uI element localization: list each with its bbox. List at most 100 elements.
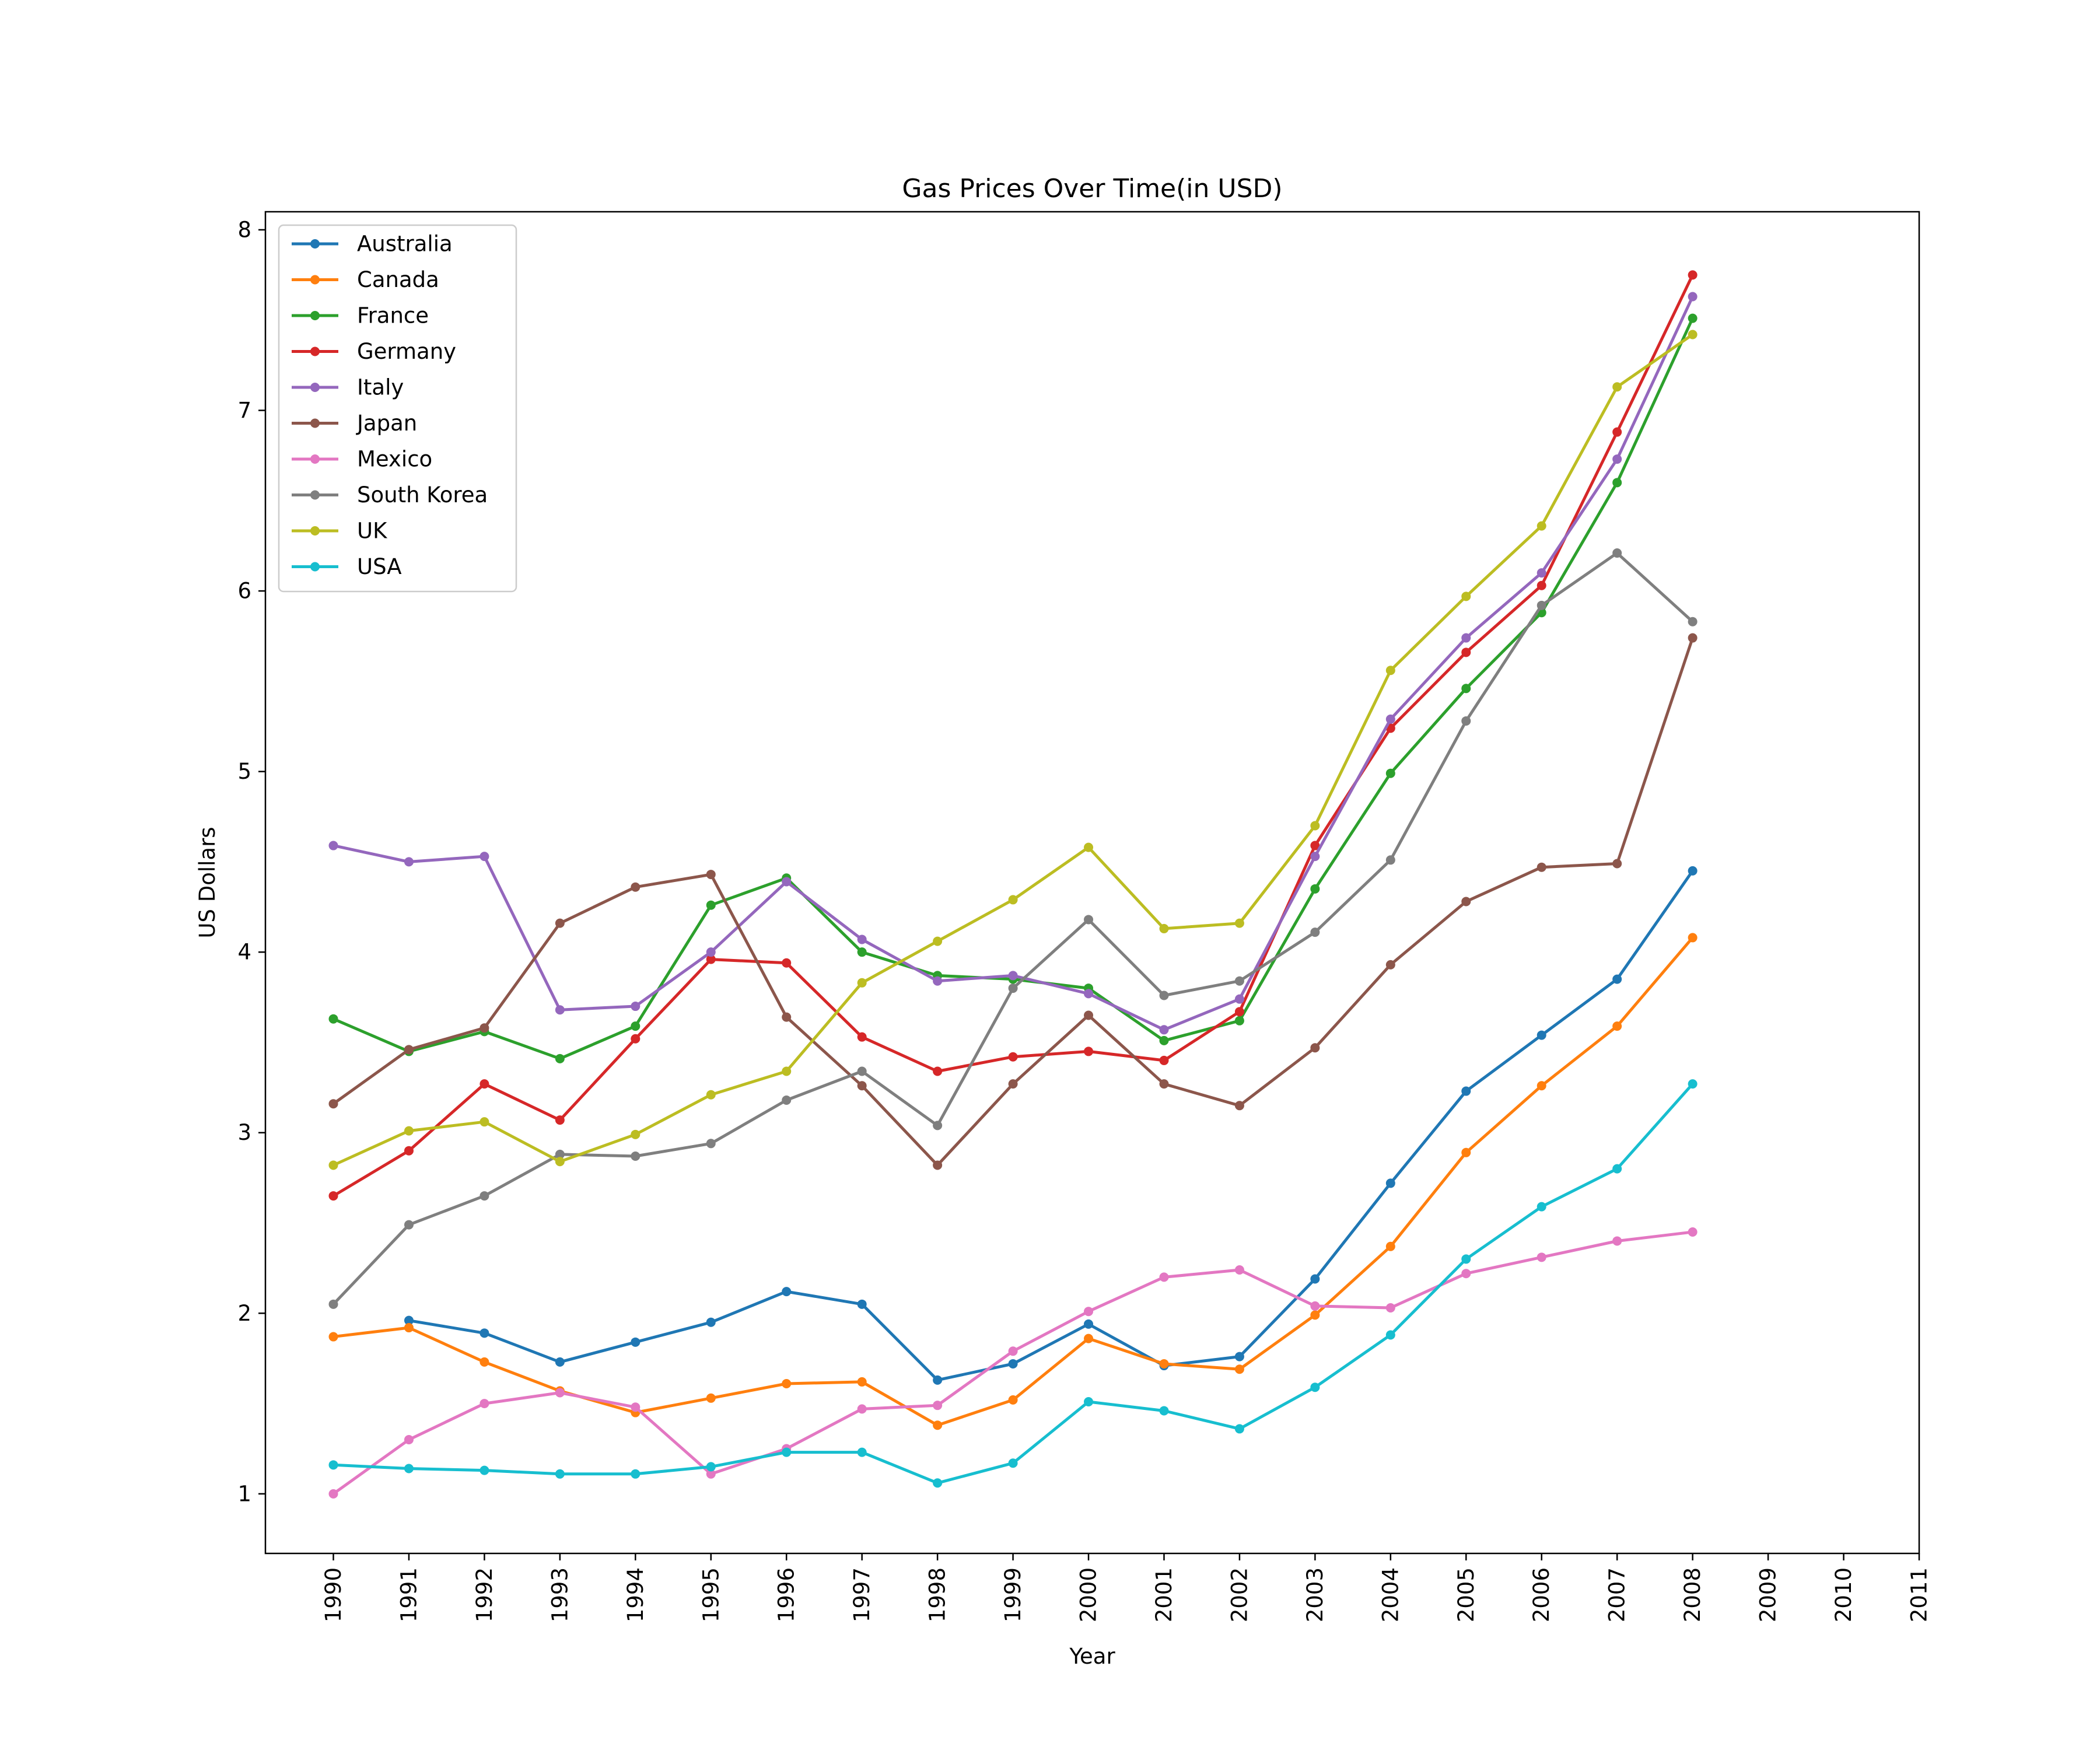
legend-label-germany: Germany (357, 339, 456, 364)
series-usa (328, 1079, 1698, 1488)
legend-marker-mexico (310, 454, 320, 464)
data-point-usa (1310, 1382, 1320, 1392)
data-point-usa (555, 1469, 565, 1479)
data-point-japan (1612, 859, 1622, 869)
data-point-australia (1008, 1359, 1018, 1368)
legend-marker-france (310, 311, 320, 320)
legend-marker-japan (310, 418, 320, 428)
x-tick-label: 1994 (623, 1567, 648, 1622)
data-point-uk (1688, 330, 1698, 340)
x-tick-label: 2003 (1303, 1567, 1328, 1622)
x-tick-label: 1995 (698, 1567, 723, 1622)
data-point-japan (1461, 897, 1471, 907)
data-point-usa (857, 1447, 867, 1457)
data-point-mexico (1084, 1307, 1094, 1317)
data-point-france (631, 1021, 640, 1031)
data-point-south-korea (706, 1139, 716, 1149)
data-point-germany (404, 1146, 414, 1156)
data-point-canada (1461, 1147, 1471, 1157)
data-point-usa (1084, 1396, 1094, 1406)
data-point-uk (480, 1117, 489, 1127)
data-point-australia (631, 1337, 640, 1347)
data-point-canada (1310, 1310, 1320, 1320)
data-point-japan (404, 1045, 414, 1055)
data-point-australia (1310, 1274, 1320, 1284)
data-point-canada (1536, 1081, 1546, 1091)
data-point-japan (1688, 633, 1698, 643)
data-point-japan (631, 882, 640, 892)
data-point-italy (1310, 852, 1320, 862)
legend-marker-italy (310, 383, 320, 392)
data-point-italy (328, 841, 338, 850)
data-point-usa (1008, 1458, 1018, 1468)
x-tick-label: 1998 (925, 1567, 950, 1622)
data-point-italy (706, 947, 716, 957)
data-point-usa (1461, 1254, 1471, 1264)
legend-label-italy: Italy (357, 375, 404, 400)
x-tick-label: 1991 (396, 1567, 421, 1622)
data-point-japan (1159, 1079, 1169, 1089)
data-point-mexico (404, 1434, 414, 1444)
data-point-australia (706, 1317, 716, 1327)
data-point-canada (1688, 933, 1698, 943)
data-point-australia (480, 1328, 489, 1338)
data-point-germany (1234, 1007, 1244, 1017)
x-tick-label: 2010 (1831, 1567, 1856, 1622)
x-tick-label: 2004 (1378, 1567, 1403, 1622)
x-tick-label: 1992 (472, 1567, 497, 1622)
data-point-japan (328, 1099, 338, 1109)
data-point-uk (782, 1066, 792, 1076)
legend-label-uk: UK (357, 519, 388, 544)
data-point-uk (1008, 895, 1018, 905)
data-point-australia (933, 1375, 943, 1385)
legend-entry-uk: UK (292, 519, 388, 544)
data-point-italy (1159, 1025, 1169, 1035)
data-point-italy (857, 935, 867, 944)
data-point-australia (857, 1299, 867, 1309)
data-point-uk (1385, 666, 1395, 676)
legend-marker-uk (310, 526, 320, 536)
data-point-france (1159, 1035, 1169, 1045)
data-point-usa (933, 1478, 943, 1488)
series-japan (328, 633, 1698, 1170)
data-point-italy (1612, 454, 1622, 464)
data-point-germany (1461, 648, 1471, 657)
data-point-uk (328, 1160, 338, 1170)
data-point-uk (1084, 842, 1094, 852)
data-point-south-korea (1461, 716, 1471, 726)
legend-marker-australia (310, 239, 320, 249)
x-tick-label: 1997 (849, 1567, 874, 1622)
data-point-canada (480, 1357, 489, 1367)
data-point-france (1688, 313, 1698, 323)
data-point-canada (706, 1393, 716, 1403)
data-point-italy (1536, 568, 1546, 578)
data-point-south-korea (1536, 600, 1546, 610)
data-point-south-korea (782, 1096, 792, 1105)
data-point-canada (933, 1420, 943, 1430)
series-layer (328, 270, 1698, 1499)
data-point-germany (706, 954, 716, 964)
data-point-uk (1310, 821, 1320, 831)
data-point-mexico (1688, 1227, 1698, 1237)
x-tick-label: 2011 (1907, 1567, 1932, 1622)
data-point-japan (1385, 960, 1395, 970)
data-point-germany (328, 1191, 338, 1201)
data-point-south-korea (1688, 617, 1698, 626)
data-point-australia (1385, 1178, 1395, 1188)
data-point-mexico (480, 1399, 489, 1409)
y-tick-label: 8 (237, 217, 251, 242)
legend-marker-south-korea (310, 490, 320, 500)
legend-label-france: France (357, 303, 429, 328)
data-point-italy (480, 852, 489, 862)
data-point-japan (857, 1081, 867, 1091)
data-point-uk (555, 1157, 565, 1167)
data-point-italy (1084, 989, 1094, 999)
legend-label-canada: Canada (357, 267, 439, 292)
legend: Australia Canada France Germany Italy Japan Me… (278, 224, 517, 593)
data-point-germany (631, 1034, 640, 1044)
data-point-usa (1234, 1424, 1244, 1434)
y-tick-label: 1 (237, 1481, 251, 1506)
x-tick-label: 2002 (1227, 1567, 1252, 1622)
data-point-japan (1536, 862, 1546, 872)
